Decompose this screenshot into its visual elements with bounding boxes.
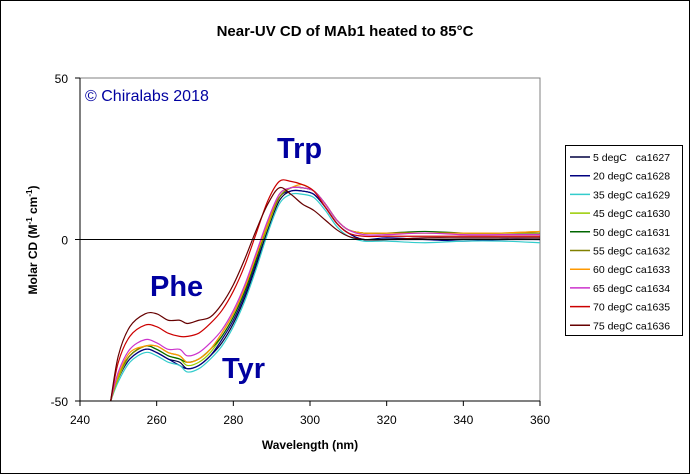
series-group bbox=[110, 179, 540, 401]
copyright-annotation: © Chiralabs 2018 bbox=[85, 88, 209, 105]
legend-label: 55 degC ca1632 bbox=[593, 246, 670, 258]
phe-annotation: Phe bbox=[150, 271, 203, 303]
x-tick-label: 300 bbox=[300, 413, 320, 427]
legend-label: 60 degC ca1633 bbox=[593, 264, 670, 276]
y-axis-label: Molar CD (M-1 cm-1) bbox=[25, 186, 40, 295]
chart-title: Near-UV CD of MAb1 heated to 85°C bbox=[217, 23, 474, 40]
legend bbox=[565, 145, 683, 336]
x-tick-label: 360 bbox=[530, 413, 550, 427]
legend-label: 75 degC ca1636 bbox=[593, 320, 670, 332]
y-tick-label: 50 bbox=[55, 72, 69, 86]
legend-label: 35 degC ca1629 bbox=[593, 189, 670, 201]
trp-annotation: Trp bbox=[277, 133, 322, 165]
x-tick-label: 260 bbox=[147, 413, 167, 427]
legend-label: 5 degC ca1627 bbox=[593, 152, 670, 164]
legend-label: 50 degC ca1631 bbox=[593, 227, 670, 239]
y-tick-label: -50 bbox=[51, 395, 69, 409]
legend-label: 45 degC ca1630 bbox=[593, 208, 670, 220]
x-tick-label: 320 bbox=[377, 413, 397, 427]
x-tick-label: 340 bbox=[453, 413, 473, 427]
x-tick-label: 280 bbox=[223, 413, 243, 427]
x-tick-label: 240 bbox=[70, 413, 90, 427]
legend-label: 70 degC ca1635 bbox=[593, 302, 670, 314]
legend-label: 65 degC ca1634 bbox=[593, 283, 670, 295]
legend-items: 5 degC ca1627 20 degC ca1628 35 degC ca162… bbox=[570, 152, 670, 332]
axis-ticks: 240 260 280 300 320 340 360 -50 0 50 bbox=[51, 72, 551, 427]
series-line bbox=[110, 192, 540, 401]
y-tick-label: 0 bbox=[61, 234, 68, 248]
series-line bbox=[110, 186, 540, 401]
x-axis-label: Wavelength (nm) bbox=[262, 438, 358, 452]
legend-label: 20 degC ca1628 bbox=[593, 171, 670, 183]
tyr-annotation: Tyr bbox=[222, 353, 265, 385]
